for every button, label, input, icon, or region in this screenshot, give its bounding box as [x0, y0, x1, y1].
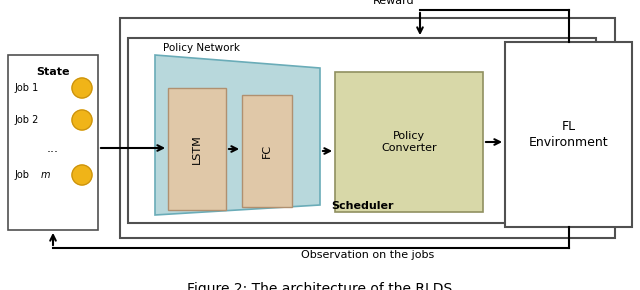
- Text: Job 1: Job 1: [14, 83, 38, 93]
- Text: FL
Environment: FL Environment: [529, 121, 608, 148]
- Text: Policy
Converter: Policy Converter: [381, 131, 437, 153]
- Text: State: State: [36, 67, 70, 77]
- Circle shape: [72, 165, 92, 185]
- Text: Scheduler: Scheduler: [331, 201, 393, 211]
- Text: LSTM: LSTM: [192, 134, 202, 164]
- Bar: [242, 95, 292, 207]
- Bar: [335, 72, 483, 212]
- Text: Observation on the jobs: Observation on the jobs: [301, 250, 434, 260]
- Bar: [168, 88, 226, 210]
- Text: Reward: Reward: [373, 0, 415, 6]
- Circle shape: [72, 110, 92, 130]
- Text: FC: FC: [262, 144, 272, 158]
- Bar: [8, 55, 98, 230]
- Polygon shape: [155, 55, 320, 215]
- Bar: [120, 18, 615, 238]
- Text: ...: ...: [47, 142, 59, 155]
- Text: Job 2: Job 2: [14, 115, 38, 125]
- Text: Job: Job: [14, 170, 32, 180]
- Circle shape: [72, 78, 92, 98]
- Text: Policy Network: Policy Network: [163, 43, 240, 53]
- Bar: [128, 38, 596, 223]
- Bar: [505, 42, 632, 227]
- Text: m: m: [41, 170, 51, 180]
- Text: Figure 2: The architecture of the RLDS: Figure 2: The architecture of the RLDS: [188, 282, 452, 290]
